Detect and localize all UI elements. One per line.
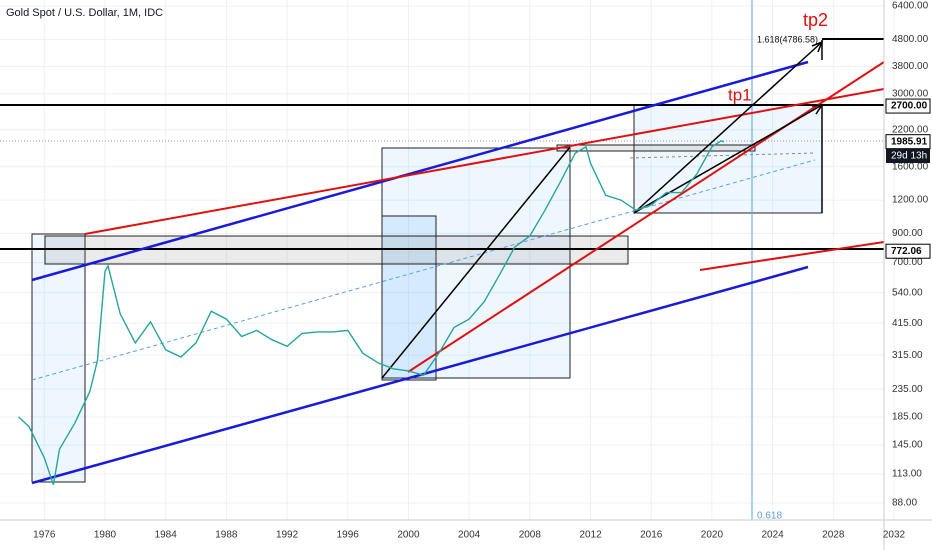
x-tick-label: 2000 [397, 530, 420, 541]
x-tick-label: 1976 [33, 530, 56, 541]
y-tick-label: 415.00 [892, 318, 923, 329]
price-label-box [885, 98, 931, 114]
price-label-box [885, 134, 931, 150]
y-tick-label: 4800.00 [892, 34, 929, 45]
dashed-line [629, 152, 816, 159]
drawings [0, 0, 885, 520]
y-tick-label: 540.00 [892, 287, 923, 298]
y-tick-label: 235.00 [892, 384, 923, 395]
y-tick-label: 88.00 [892, 498, 917, 509]
price-label: 1985.91 [891, 136, 928, 147]
y-tick-label: 1200.00 [892, 195, 929, 206]
x-tick-label: 2008 [519, 530, 542, 541]
trend-line [699, 241, 885, 271]
trend-line [31, 265, 809, 485]
series [18, 140, 725, 486]
x-tick-label: 2020 [701, 530, 724, 541]
y-tick-label: 113.00 [892, 469, 922, 480]
y-tick-label: 6400.00 [892, 1, 929, 12]
countdown-box [886, 149, 930, 163]
annotation: 0.618 [757, 511, 782, 522]
box [381, 215, 437, 381]
annotation: tp2 [803, 10, 828, 30]
y-tick-label: 315.00 [892, 350, 923, 361]
x-tick-label: 2016 [640, 530, 663, 541]
chart-title: Gold Spot / U.S. Dollar, 1M, IDC [6, 7, 163, 19]
price-label-box [885, 243, 931, 259]
y-tick-label: 1600.00 [892, 161, 929, 172]
axes: 88.00 113.00 145.00 185.00 235.00 315.00 415.0… [33, 1, 931, 541]
y-tick-label: 900.00 [892, 228, 923, 239]
arrow [381, 146, 571, 379]
x-tick-label: 2028 [822, 530, 845, 541]
x-tick-label: 2024 [761, 530, 784, 541]
arrow [633, 104, 823, 214]
x-tick-label: 1980 [94, 530, 117, 541]
y-tick-label: 700.00 [892, 257, 923, 268]
x-tick-label: 1996 [337, 530, 360, 541]
x-tick-label: 2012 [579, 530, 602, 541]
price-label: 2700.00 [891, 101, 928, 112]
grid [0, 0, 895, 520]
x-tick-label: 1984 [155, 530, 178, 541]
price-label: 772.06 [891, 246, 922, 257]
arrow [633, 41, 823, 214]
y-tick-label: 145.00 [892, 440, 923, 451]
box [31, 233, 86, 483]
annotation: tp1 [728, 85, 752, 104]
price-line [18, 140, 725, 486]
y-tick-label: 3800.00 [892, 61, 929, 72]
y-tick-label: 3000.00 [892, 88, 929, 99]
trend-line [84, 88, 885, 235]
x-tick-label: 1992 [276, 530, 299, 541]
annotation: 1.618(4786.58) [757, 34, 818, 44]
x-tick-label: 2004 [458, 530, 481, 541]
x-tick-label: 1988 [215, 530, 238, 541]
trend-line [407, 61, 885, 373]
plot-area [0, 0, 884, 520]
x-tick-label: 2032 [883, 530, 906, 541]
y-tick-label: 185.00 [892, 411, 923, 422]
trend-line [31, 60, 809, 282]
y-tick-label: 2200.00 [892, 124, 929, 135]
countdown: 29d 13h [891, 151, 927, 162]
